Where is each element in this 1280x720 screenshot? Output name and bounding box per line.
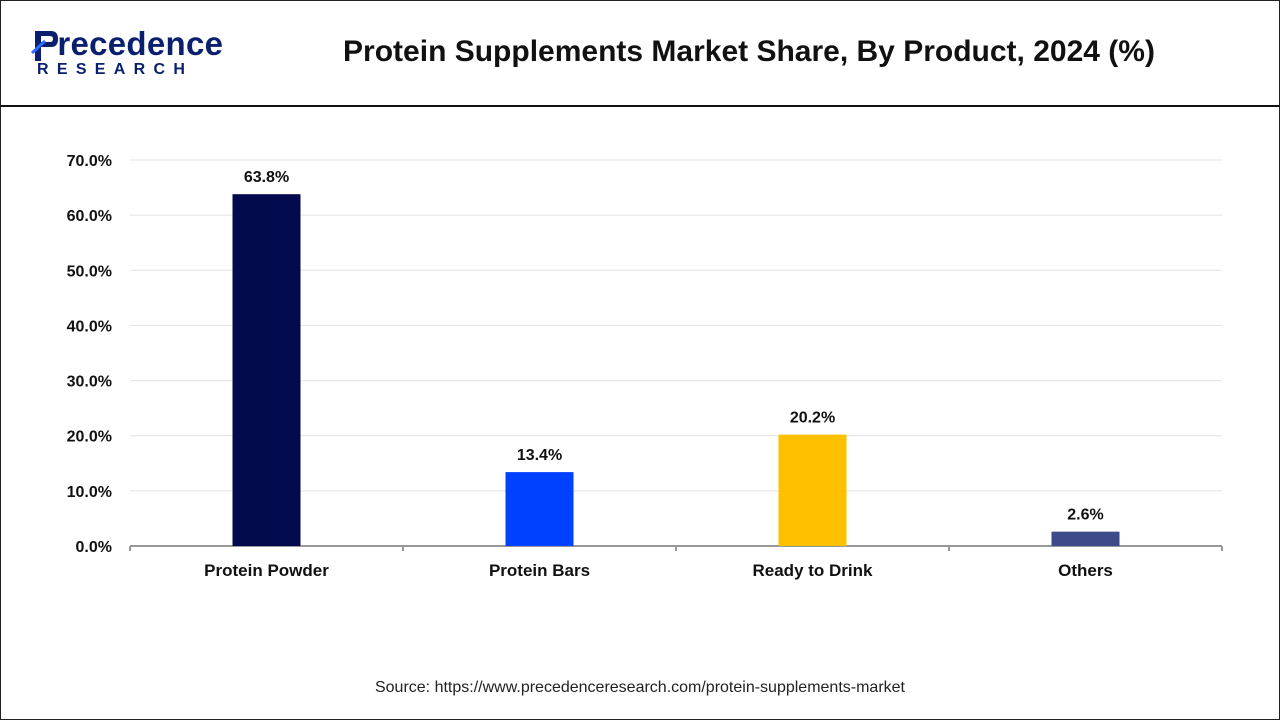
x-tick-label: Protein Powder — [204, 561, 329, 580]
y-tick-label: 0.0% — [76, 539, 112, 556]
y-tick-label: 30.0% — [67, 374, 112, 391]
brand-name: Precedence — [35, 25, 223, 63]
bar — [505, 472, 574, 546]
bar-chart: 0.0% 10.0% 20.0% 30.0% 40.0% 50.0% 60.0% 70.0% 6… — [67, 153, 1223, 580]
brand-name-rest: recedence — [57, 25, 224, 62]
logo-mark-icon — [30, 31, 58, 61]
y-tick-label: 20.0% — [67, 429, 112, 446]
source-note: Source: https://www.precedenceresearch.c… — [374, 679, 905, 696]
bar — [232, 194, 301, 546]
y-tick-label: 10.0% — [67, 484, 112, 501]
y-tick-label: 50.0% — [67, 263, 112, 280]
chart-header: Precedence RESEARCH Protein Supplements … — [1, 1, 1279, 107]
x-tick-label: Others — [1058, 561, 1113, 580]
chart-title: Protein Supplements Market Share, By Pro… — [343, 35, 1155, 68]
data-label: 2.6% — [1067, 507, 1103, 524]
brand-logo: Precedence RESEARCH — [29, 23, 239, 83]
data-label: 63.8% — [244, 169, 289, 186]
y-tick-label: 40.0% — [67, 318, 112, 335]
y-tick-label: 70.0% — [67, 153, 112, 170]
data-label: 13.4% — [517, 447, 562, 464]
brand-subtitle: RESEARCH — [37, 61, 194, 78]
y-tick-label: 60.0% — [67, 208, 112, 225]
bar — [1051, 531, 1120, 546]
bar — [778, 434, 847, 546]
x-tick-label: Protein Bars — [489, 561, 590, 580]
data-label: 20.2% — [790, 410, 835, 427]
x-tick-label: Ready to Drink — [753, 561, 874, 580]
